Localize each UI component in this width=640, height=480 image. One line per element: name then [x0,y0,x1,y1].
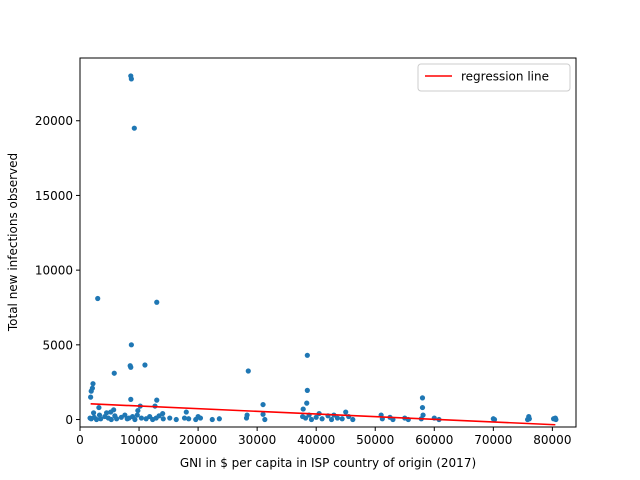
data-point [304,400,310,406]
data-point [135,407,141,414]
data-point [300,406,306,412]
data-point [419,404,426,411]
plot-area [87,73,559,426]
data-point [260,401,266,408]
data-point [108,416,114,423]
data-point [319,416,325,422]
data-point [111,370,117,376]
y-tick-label: 15000 [35,189,73,203]
data-point [193,416,199,423]
legend-regression-label: regression line [461,70,549,84]
data-point [260,411,266,417]
data-point [132,416,138,423]
data-point [343,409,349,415]
data-point [142,362,148,368]
y-tick-label: 5000 [42,338,73,352]
data-point [156,413,162,419]
data-point [88,394,94,400]
data-point [93,416,100,423]
data-point [122,412,128,418]
data-point [181,415,188,421]
data-point [209,416,215,423]
data-point [491,416,498,423]
data-point [183,409,189,415]
x-tick-label: 80000 [533,433,571,447]
data-point [262,416,268,423]
data-point [95,295,101,302]
x-tick-label: 70000 [474,433,512,447]
data-point [90,410,97,416]
legend-box [417,63,571,92]
regression-line [90,403,556,426]
x-tick-label: 10000 [120,433,158,447]
data-point [167,415,173,421]
data-point [128,364,134,370]
data-point [308,416,315,423]
x-axis-label: GNI in $ per capita in ISP country of or… [180,456,476,470]
data-point [328,416,335,423]
y-axis-label: Total new infections observed [6,153,20,332]
x-tick-label: 40000 [297,433,335,447]
data-point [128,396,134,402]
data-point [154,397,160,403]
data-point [128,342,134,348]
data-point [339,416,345,422]
data-point [131,125,137,131]
x-tick-label: 20000 [179,433,217,447]
data-point [114,416,120,422]
y-tick-label: 20000 [35,114,73,128]
data-point [160,416,166,422]
data-point [134,412,140,418]
data-point [304,352,310,358]
data-point [90,381,96,387]
x-tick-label: 60000 [415,433,453,447]
data-point [334,415,341,421]
data-point [304,387,310,393]
data-point [108,409,114,415]
x-tick-label: 50000 [356,433,394,447]
data-point [243,415,250,421]
data-point [350,416,356,423]
data-point [419,395,426,401]
x-axis-ticks: 0 10000 20000 30000 40000 50000 60000 70000 8000… [76,427,571,447]
data-point [96,404,102,411]
data-point [313,414,319,420]
y-tick-label: 0 [65,413,73,427]
data-point [154,299,160,305]
data-point [302,415,309,421]
data-point [173,416,179,423]
x-tick-label: 0 [76,433,84,447]
y-tick-label: 10000 [35,264,73,278]
data-point [550,416,557,422]
data-point [98,416,104,422]
axes-frame [79,57,577,428]
y-axis-ticks: 0 5000 10000 15000 20000 [35,114,80,427]
data-point [186,416,192,422]
data-point [128,76,134,82]
x-tick-label: 30000 [238,433,276,447]
data-point [197,415,204,421]
data-point [524,416,531,423]
data-point [88,388,94,394]
data-point [245,368,251,374]
data-point [216,416,222,422]
data-point [138,415,145,421]
legend: regression line [417,63,571,92]
